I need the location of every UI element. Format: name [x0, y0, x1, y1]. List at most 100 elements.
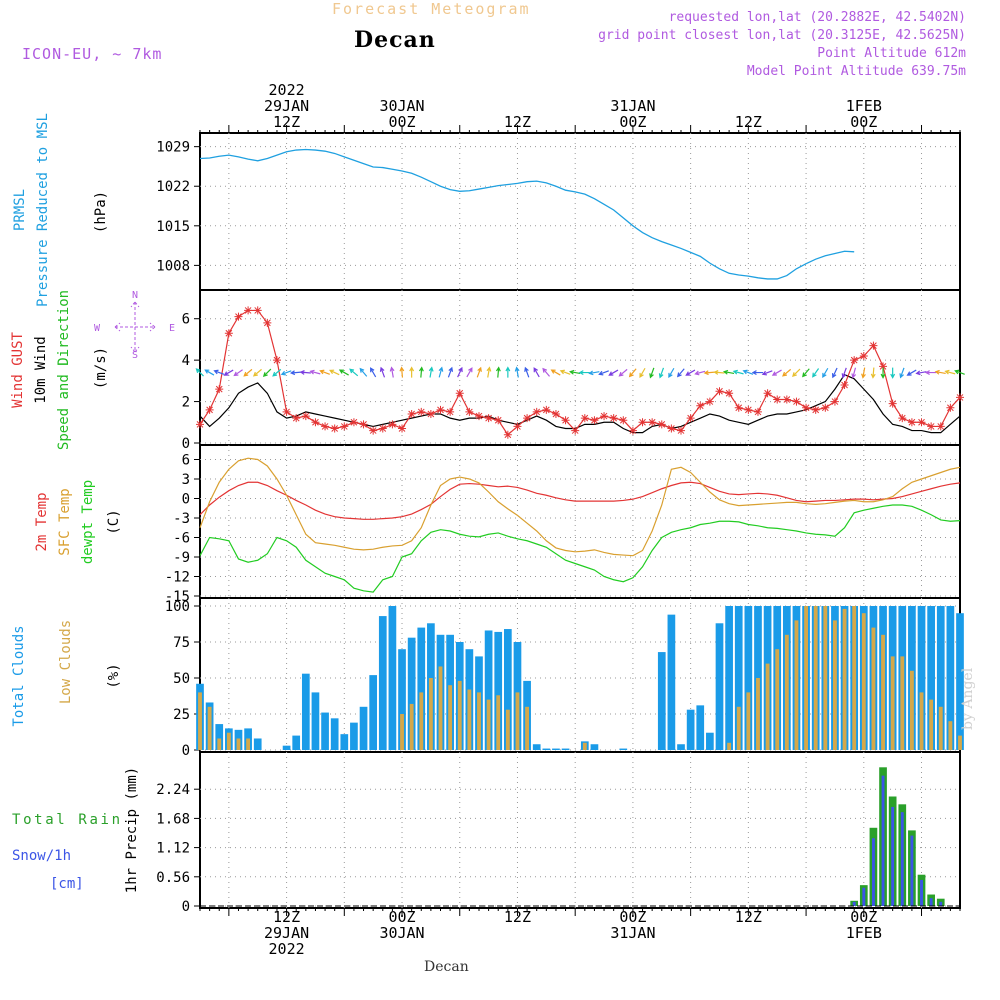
wind-direction-arrow	[457, 366, 463, 378]
gust-marker	[773, 395, 782, 404]
snow-bar	[871, 838, 875, 906]
wind-direction-arrow	[280, 370, 292, 376]
total-cloud-bar	[734, 606, 743, 750]
gust-marker	[551, 410, 560, 418]
wind-direction-arrow	[608, 369, 619, 376]
gust-marker	[282, 407, 291, 416]
wind-direction-arrow	[822, 367, 829, 378]
wind-direction-arrow	[349, 368, 359, 377]
compass-rose	[114, 301, 156, 353]
bottom-time-label: 12Z	[504, 908, 531, 926]
snow-bar	[852, 901, 856, 906]
temp-unit: (C)	[106, 509, 122, 534]
gust-marker	[455, 389, 464, 398]
low-cloud-bar	[236, 738, 241, 750]
wind-direction-arrow	[299, 369, 311, 375]
gust-marker	[224, 329, 233, 338]
gust-marker	[936, 422, 945, 431]
wind-direction-arrow	[792, 368, 801, 377]
gust-marker	[590, 416, 599, 425]
bottom-time-label: 00Z	[619, 908, 646, 926]
wind-direction-arrow	[359, 367, 368, 377]
total-cloud-bar	[407, 637, 416, 750]
wind-direction-arrow	[880, 367, 886, 379]
total-cloud-bar	[504, 629, 512, 750]
compass-n: N	[132, 290, 138, 301]
total-cloud-bar	[956, 613, 964, 750]
low-cloud-bar	[852, 606, 857, 750]
wind-direction-arrow	[685, 369, 696, 376]
total-cloud-bar	[311, 692, 320, 750]
sfc-temp-line	[199, 457, 961, 557]
bottom-time-label: 30JAN	[379, 924, 424, 942]
low-cloud-bar	[833, 620, 837, 750]
wind-direction-arrow	[639, 367, 646, 378]
low-cloud-bar	[842, 608, 847, 750]
low-cloud-bar	[804, 606, 808, 750]
low-cloud-bar	[438, 666, 443, 750]
gust-marker	[840, 381, 849, 389]
gust-marker	[657, 420, 666, 429]
dewpoint-line	[199, 504, 961, 593]
wind-direction-arrow	[569, 369, 581, 375]
total-cloud-bar	[340, 734, 349, 750]
watermark: by Angel	[960, 667, 976, 730]
gust-marker	[513, 422, 522, 431]
compass-e: E	[169, 323, 175, 334]
wind-direction-arrow	[812, 368, 820, 378]
gust-marker	[744, 405, 753, 414]
gust-marker	[349, 418, 358, 427]
gust-marker	[734, 403, 743, 412]
gust-marker	[272, 356, 281, 365]
low-cloud-bar	[784, 634, 789, 750]
low-cloud-bar	[746, 692, 751, 750]
gust-marker	[830, 397, 839, 406]
gust-marker	[667, 424, 676, 433]
low-cloud-bar	[727, 742, 732, 750]
y-tick-label: -3	[173, 511, 190, 527]
wind-direction-arrow	[319, 369, 330, 375]
wind-gust-label: Wind GUST	[10, 332, 26, 408]
snow-bar	[900, 812, 904, 906]
low-cloud-bar	[929, 699, 934, 750]
low-cloud-bar	[525, 706, 530, 750]
wind-direction-arrow	[550, 369, 561, 376]
wind-direction-arrow	[890, 367, 896, 379]
total-cloud-bar	[484, 630, 493, 750]
gust-marker	[330, 424, 339, 433]
low-cloud-bar	[419, 692, 424, 750]
wind-direction-arrow	[676, 368, 685, 378]
gust-marker	[311, 418, 320, 427]
total-cloud-bar	[494, 631, 503, 750]
total-cloud-bar	[542, 748, 551, 750]
low-cloud-bar	[582, 742, 587, 750]
pressure-label-msl: Pressure Reduced to MSL	[35, 113, 51, 307]
low-cloud-bar	[217, 738, 222, 750]
wind-direction-arrow	[399, 366, 405, 378]
wind-direction-arrow	[559, 369, 571, 375]
total-cloud-bar	[946, 606, 955, 750]
y-tick-label: 1022	[156, 179, 190, 195]
wind-direction-arrow	[243, 368, 253, 377]
y-tick-label: 25	[173, 707, 190, 723]
y-tick-label: 1015	[156, 219, 190, 235]
total-cloud-bar	[590, 744, 599, 750]
gust-marker	[580, 414, 589, 423]
low-cloud-bar	[938, 706, 943, 750]
low-cloud-bar	[861, 613, 866, 750]
low-cloud-bar	[775, 649, 780, 750]
gust-marker	[725, 389, 734, 398]
gust-marker	[763, 389, 772, 398]
wind-speed-line	[199, 373, 961, 434]
wind-direction-arrow	[495, 366, 501, 378]
y-tick-label: -15	[165, 589, 190, 605]
pressure-unit: (hPa)	[93, 191, 109, 233]
low-cloud-bar	[881, 634, 885, 750]
gust-marker	[648, 418, 657, 427]
wind-direction-arrow	[954, 369, 965, 375]
y-tick-label: 75	[173, 635, 190, 651]
wind-direction-arrow	[418, 366, 424, 378]
gust-marker	[407, 410, 416, 418]
wind-direction-arrow	[618, 368, 628, 377]
